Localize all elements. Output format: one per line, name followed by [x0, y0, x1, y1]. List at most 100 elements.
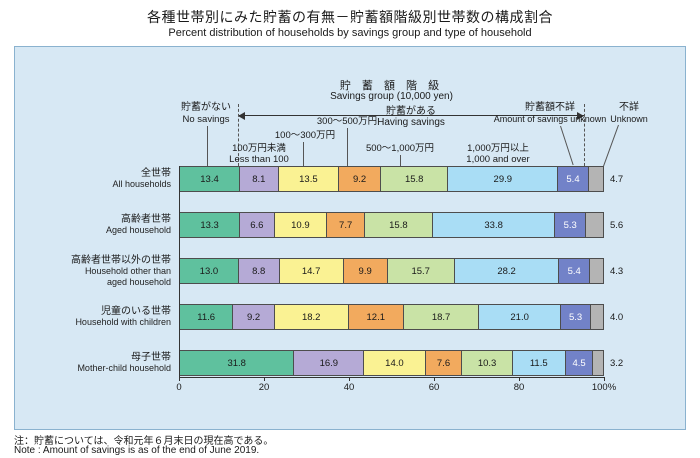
row-label-ja: 高齢者世帯以外の世帯	[71, 254, 171, 266]
segment-under-100: 8.8	[237, 258, 280, 284]
chart-row: 高齢者世帯 Aged household 5.6 13.3 6.6 10.9 7.7 15.8…	[15, 212, 685, 238]
legend-amount-unknown: 貯蓄額不詳 Amount of savings unknown	[483, 102, 617, 125]
stacked-bar: 13.3 6.6 10.9 7.7 15.8 33.8 5.3	[179, 212, 604, 238]
segment-300-500: 7.7	[326, 212, 366, 238]
x-tick	[179, 377, 180, 381]
segment-unknown	[589, 258, 605, 284]
segment-value-outside: 3.2	[610, 357, 624, 369]
legend-1000-over: 1,000万円以上 1,000 and over	[451, 143, 545, 165]
segment-500-1000: 18.7	[403, 304, 480, 330]
x-tick-label: 60	[428, 382, 440, 393]
legend-no-savings: 貯蓄がない No savings	[161, 102, 251, 125]
segment-500-1000: 15.8	[380, 166, 449, 192]
segment-300-500: 9.2	[338, 166, 382, 192]
segment-no-savings: 13.4	[179, 166, 241, 192]
row-label-ja: 児童のいる世帯	[101, 306, 171, 317]
row-label: 母子世帯 Mother-child household	[15, 350, 171, 376]
x-tick	[519, 377, 520, 381]
row-label-en: Mother-child household	[77, 363, 171, 373]
legend-amount-unknown-en: Amount of savings unknown	[493, 114, 607, 124]
segment-value-outside: 5.6	[610, 219, 624, 231]
row-label-en: Aged household	[105, 225, 171, 235]
bar-rows: 全世帯 All households 4.7 13.4 8.1 13.5 9.2 15.8 29…	[15, 166, 685, 396]
stacked-bar: 13.4 8.1 13.5 9.2 15.8 29.9 5.4	[179, 166, 604, 192]
row-label-ja: 全世帯	[141, 168, 171, 179]
segment-100-300: 14.7	[278, 258, 344, 284]
segment-under-100: 16.9	[293, 350, 365, 376]
legend-unknown-ja: 不詳	[619, 102, 639, 113]
legend-unknown: 不詳 Unknown	[599, 102, 659, 125]
x-tick-label: 40	[343, 382, 355, 393]
legend-under-100: 100万円未満 Less than 100	[215, 143, 303, 165]
chart-row: 高齢者世帯以外の世帯 Household other than aged house…	[15, 254, 685, 287]
segment-100-300: 13.5	[277, 166, 340, 192]
x-tick-label: 0	[176, 382, 182, 393]
savings-group-heading-ja: 貯 蓄 額 階 級	[339, 80, 444, 92]
savings-group-heading-en: Savings group (10,000 yen)	[330, 91, 453, 102]
segment-no-savings: 13.0	[179, 258, 239, 284]
x-tick	[604, 377, 605, 381]
leader-line-no-savings	[207, 126, 208, 166]
footnote-en: Note : Amount of savings is as of the en…	[14, 445, 260, 456]
chart-row: 全世帯 All households 4.7 13.4 8.1 13.5 9.2 15.8 29…	[15, 166, 685, 192]
segment-no-savings: 31.8	[179, 350, 295, 376]
x-tick	[349, 377, 350, 381]
chart-title-en: Percent distribution of households by sa…	[168, 27, 532, 39]
segment-amount-unknown: 5.3	[560, 304, 592, 330]
legend-500-1000: 500～1,000万円	[365, 143, 435, 154]
segment-under-100: 9.2	[232, 304, 275, 330]
segment-1000-and-over: 28.2	[453, 258, 560, 284]
leader-line-300-500	[347, 128, 348, 166]
segment-300-500: 9.9	[342, 258, 388, 284]
having-savings-label-ja: 貯蓄がある	[386, 106, 436, 117]
x-tick	[264, 377, 265, 381]
leader-line-unknown	[602, 124, 619, 168]
segment-amount-unknown: 5.3	[554, 212, 586, 238]
segment-value-outside: 4.0	[610, 311, 624, 323]
legend-100-300: 100～300万円	[274, 130, 336, 141]
x-axis-line	[179, 377, 605, 378]
segment-500-1000: 15.7	[386, 258, 455, 284]
leader-line-100-300	[303, 142, 304, 166]
having-savings-label-en: Having savings	[377, 117, 445, 128]
segment-amount-unknown: 5.4	[558, 258, 591, 284]
row-label-en: All households	[112, 179, 171, 189]
leader-line-amount-unknown	[560, 125, 574, 166]
segment-no-savings: 11.6	[179, 304, 234, 330]
segment-1000-and-over: 33.8	[431, 212, 556, 238]
row-label: 児童のいる世帯 Household with children	[15, 304, 171, 330]
segment-under-100: 8.1	[239, 166, 279, 192]
legend-no-savings-en: No savings	[182, 114, 230, 125]
row-label-en: aged household	[106, 276, 171, 287]
stacked-bar: 11.6 9.2 18.2 12.1 18.7 21.0 5.3	[179, 304, 604, 330]
row-label-ja: 高齢者世帯	[121, 214, 171, 225]
x-tick	[434, 377, 435, 381]
row-label: 高齢者世帯以外の世帯 Household other than aged house…	[15, 254, 171, 287]
segment-value-outside: 4.7	[610, 173, 624, 185]
legend-no-savings-ja: 貯蓄がない	[181, 102, 231, 113]
segment-unknown	[584, 212, 604, 238]
x-tick-label: 100%	[591, 382, 617, 393]
segment-under-100: 6.6	[239, 212, 275, 238]
having-savings-right-boundary	[584, 104, 585, 166]
segment-500-1000: 10.3	[461, 350, 513, 376]
x-tick-label: 20	[258, 382, 270, 393]
segment-unknown	[590, 304, 604, 330]
legend-1000-over-ja: 1,000万円以上	[467, 143, 529, 154]
legend-1000-over-en: 1,000 and over	[466, 154, 530, 165]
chart-row: 児童のいる世帯 Household with children 4.0 11.6 9.2…	[15, 304, 685, 330]
having-savings-arrow	[238, 112, 584, 120]
segment-1000-and-over: 29.9	[447, 166, 559, 192]
stacked-bar: 13.0 8.8 14.7 9.9 15.7 28.2 5.4	[179, 258, 605, 284]
segment-unknown	[587, 166, 604, 192]
segment-500-1000: 15.8	[364, 212, 433, 238]
segment-1000-and-over: 21.0	[478, 304, 562, 330]
row-label: 全世帯 All households	[15, 166, 171, 192]
segment-100-300: 10.9	[273, 212, 328, 238]
footnote-ja: 注：貯蓄については、令和元年６月末日の現在高である。	[14, 436, 274, 447]
having-savings-left-boundary	[238, 104, 239, 166]
chart-title-ja: 各種世帯別にみた貯蓄の有無－貯蓄額階級別世帯数の構成割合	[147, 9, 553, 25]
legend-under-100-ja: 100万円未満	[232, 143, 286, 154]
legend-unknown-en: Unknown	[610, 114, 648, 124]
row-label-en: Household other than	[84, 265, 171, 276]
